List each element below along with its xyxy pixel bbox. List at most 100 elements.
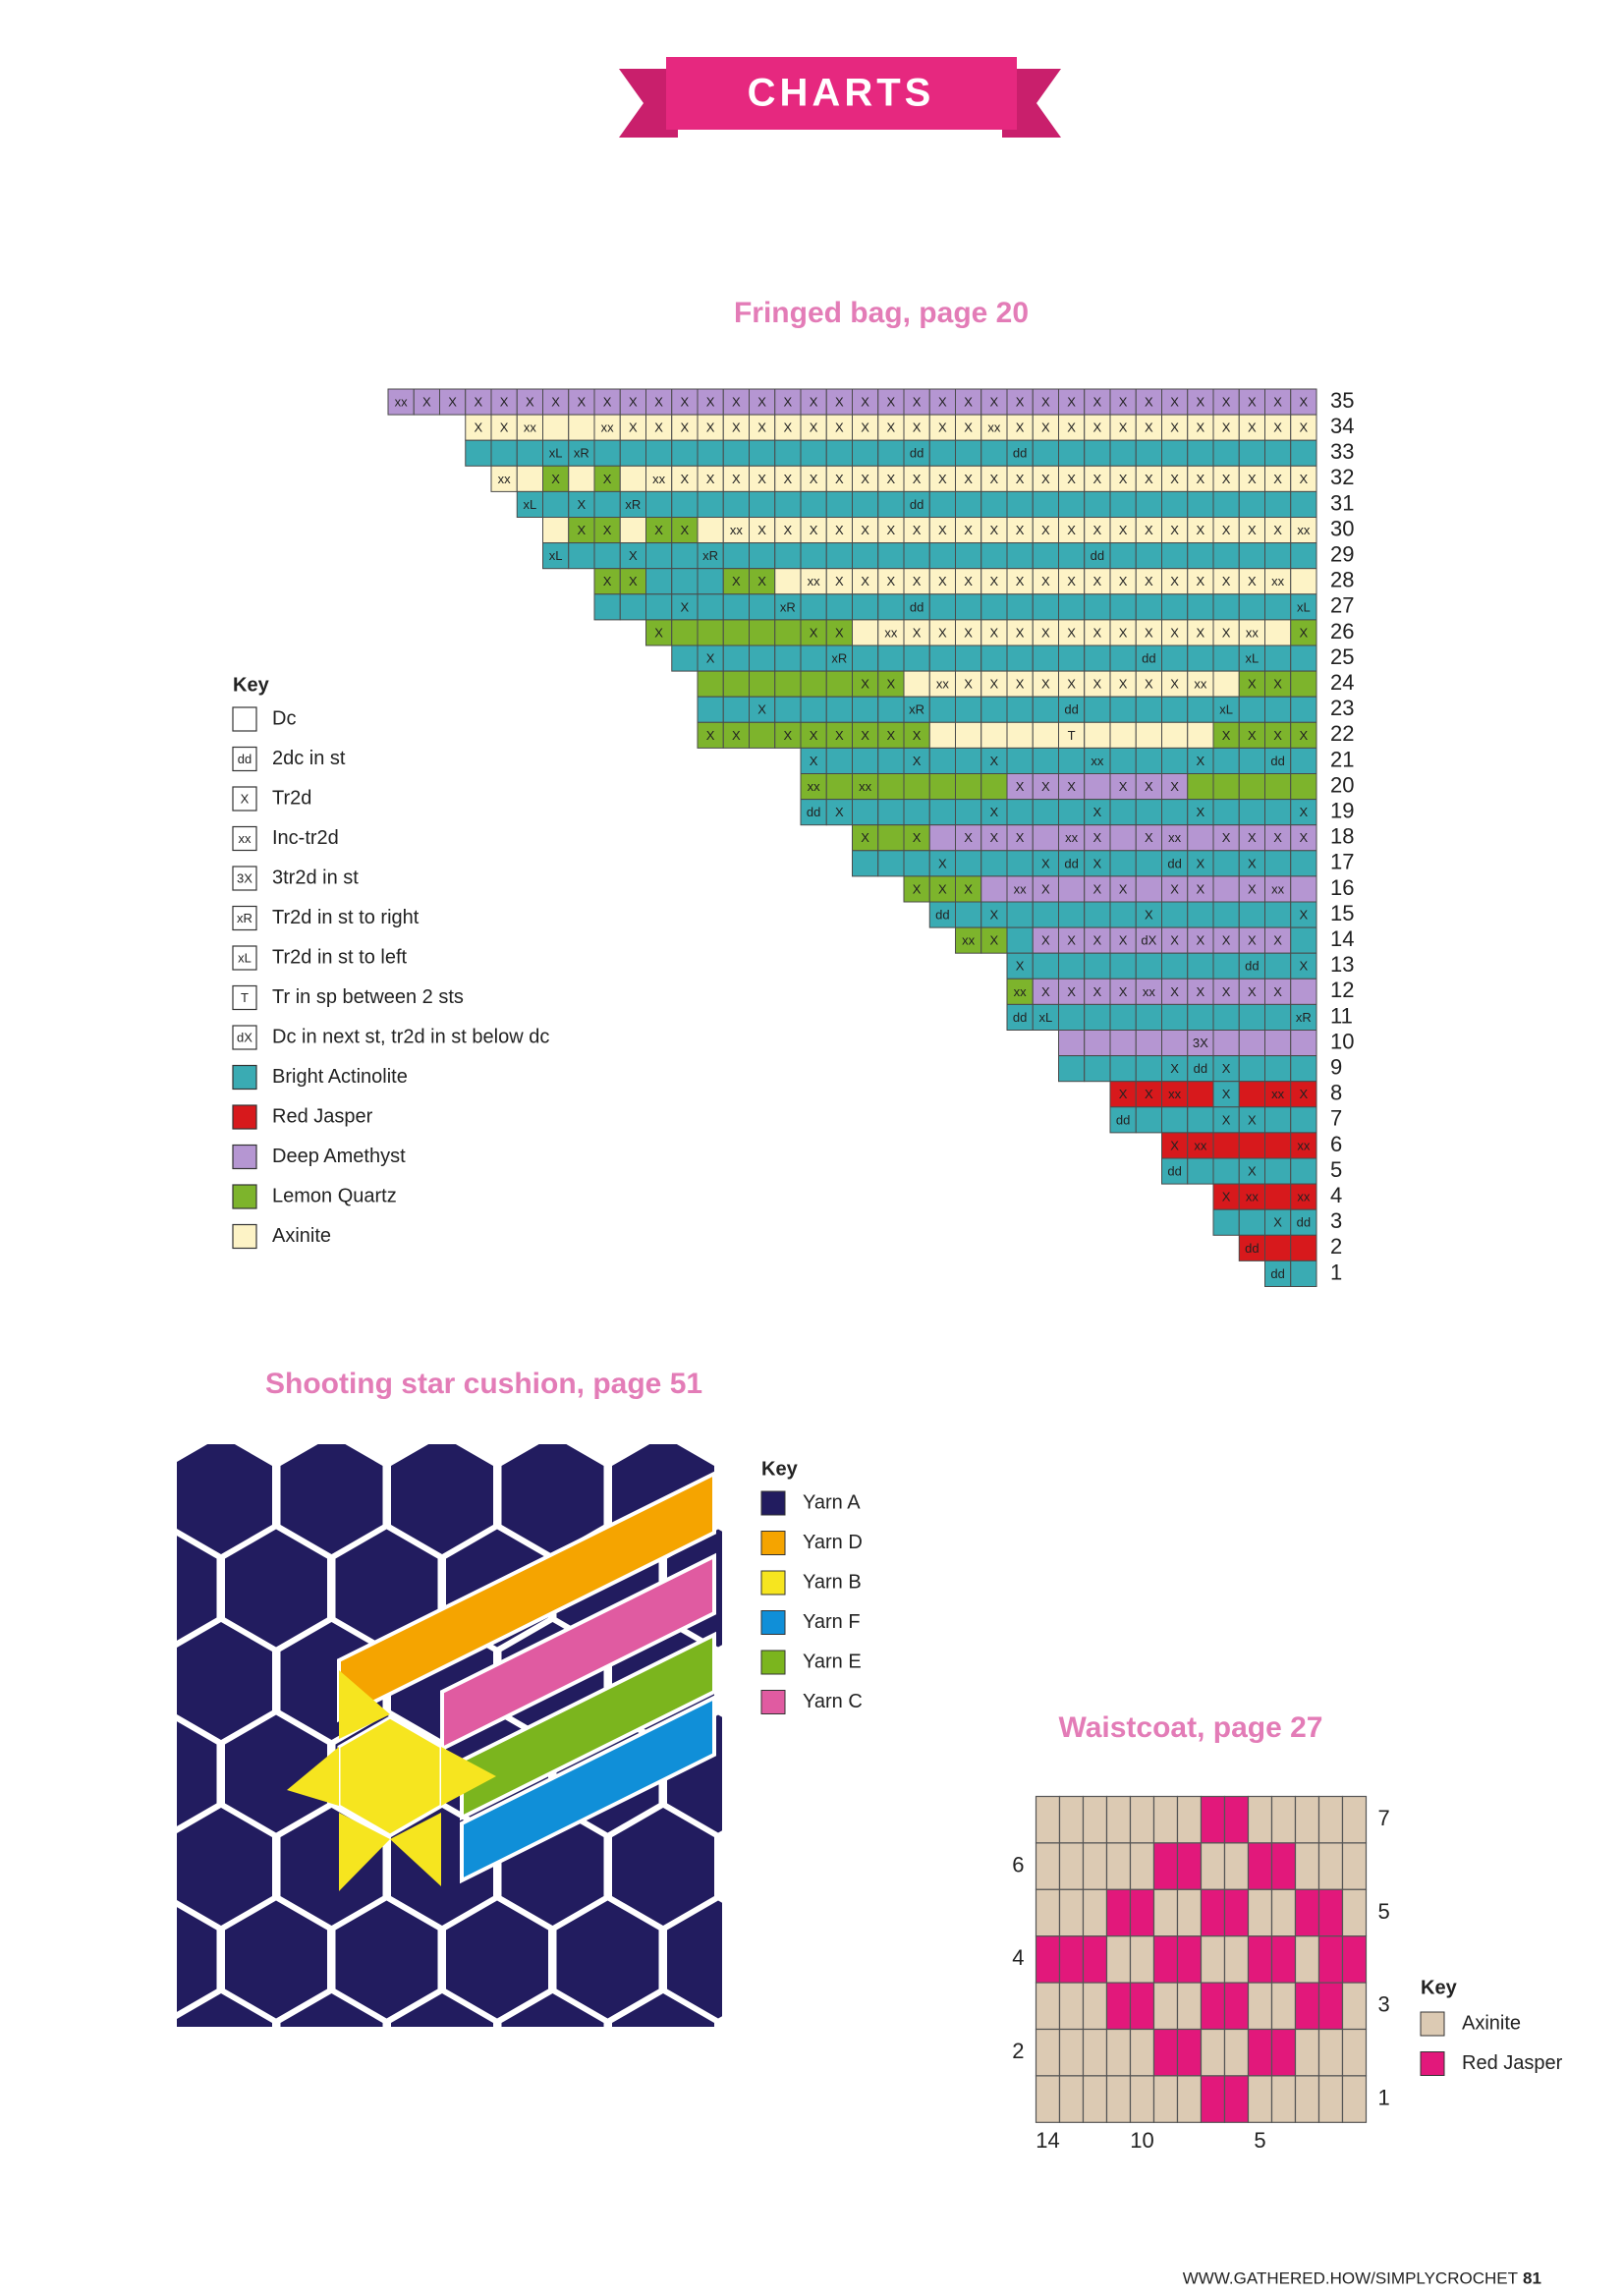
stitch-cell <box>955 439 982 467</box>
stitch-cell <box>1006 414 1034 441</box>
grid-cell <box>1200 1888 1226 1937</box>
stitch-cell <box>1032 926 1059 954</box>
grid-cell <box>1152 1795 1179 1844</box>
stitch-cell <box>955 644 982 672</box>
stitch-symbol: xx <box>884 625 898 640</box>
stitch-symbol: X <box>1248 574 1257 588</box>
stitch-symbol: X <box>1197 420 1205 435</box>
stitch-symbol: X <box>887 574 896 588</box>
stitch-cell <box>1187 696 1214 723</box>
key-symbol: dX <box>237 1030 252 1044</box>
stitch-symbol: X <box>964 881 973 896</box>
stitch-symbol: xx <box>1271 574 1285 588</box>
key-label: Axinite <box>1462 2012 1521 2034</box>
stitch-symbol: X <box>964 677 973 692</box>
stitch-symbol: X <box>1248 728 1257 743</box>
stitch-cell <box>1290 568 1317 595</box>
stitch-symbol: X <box>964 394 973 409</box>
stitch-cell <box>852 696 879 723</box>
grid-cell <box>1058 1795 1085 1844</box>
stitch-cell <box>1187 799 1214 826</box>
stitch-cell <box>1212 875 1240 903</box>
stitch-cell <box>1084 1055 1111 1083</box>
grid-cell <box>1247 1795 1273 1844</box>
stitch-symbol: X <box>1016 830 1025 845</box>
stitch-symbol: X <box>1145 779 1153 794</box>
stitch-cell <box>645 568 673 595</box>
grid-cell <box>1270 1935 1297 1984</box>
key-swatch <box>1420 2011 1445 2037</box>
stitch-cell <box>1058 568 1086 595</box>
stitch-symbol: X <box>1300 907 1309 922</box>
stitch-cell <box>722 721 750 749</box>
row-number: 32 <box>1330 465 1354 489</box>
stitch-symbol: X <box>1119 420 1128 435</box>
stitch-cell <box>980 799 1008 826</box>
grid-cell <box>1176 1795 1203 1844</box>
stitch-cell <box>928 799 956 826</box>
grid-cell <box>1200 1842 1226 1890</box>
stitch-symbol: X <box>681 472 690 486</box>
stitch-symbol: xx <box>1168 830 1182 845</box>
stitch-cell <box>645 542 673 570</box>
stitch-cell <box>1006 799 1034 826</box>
stitch-symbol: X <box>551 394 560 409</box>
stitch-cell <box>1058 1003 1086 1032</box>
grid-cell <box>1035 2028 1061 2077</box>
stitch-symbol: X <box>1248 1112 1257 1127</box>
stitch-symbol: X <box>1093 677 1102 692</box>
stitch-cell <box>490 439 518 467</box>
stitch-cell <box>1109 490 1137 518</box>
stitch-symbol: X <box>1093 523 1102 537</box>
stitch-cell <box>1238 1030 1265 1057</box>
stitch-cell <box>1135 1055 1162 1083</box>
key-swatch <box>232 1144 257 1170</box>
grid-cell <box>1247 1935 1273 1984</box>
stitch-symbol: dd <box>1064 856 1078 870</box>
stitch-cell <box>1290 1081 1317 1108</box>
stitch-symbol: X <box>1222 728 1231 743</box>
stitch-symbol: X <box>1145 394 1153 409</box>
stitch-symbol: X <box>1170 677 1179 692</box>
stitch-cell <box>1212 439 1240 467</box>
stitch-cell <box>722 696 750 723</box>
stitch-cell <box>825 670 853 698</box>
stitch-symbol: X <box>1041 394 1050 409</box>
row-number: 22 <box>1330 721 1354 746</box>
row-number: 31 <box>1330 490 1354 515</box>
stitch-symbol: X <box>551 472 560 486</box>
key-label: Axinite <box>272 1225 331 1247</box>
stitch-cell <box>877 824 905 852</box>
row-label: 2 <box>1012 2039 1024 2063</box>
stitch-symbol: X <box>1041 523 1050 537</box>
grid-cell <box>1129 1888 1155 1937</box>
stitch-symbol: X <box>1222 984 1231 999</box>
stitch-cell <box>697 517 724 544</box>
row-number: 21 <box>1330 747 1354 771</box>
fringed-key: Dc dd 2dc in st X Tr2d xx Inc-tr2d 3X 3tr2d in s… <box>232 706 549 1250</box>
stitch-cell <box>1212 1055 1240 1083</box>
stitch-symbol: X <box>1093 984 1102 999</box>
stitch-cell <box>1135 644 1162 672</box>
stitch-cell <box>1135 542 1162 570</box>
grid-cell <box>1058 1888 1085 1937</box>
stitch-symbol: X <box>938 881 947 896</box>
hexagon <box>177 1993 272 2027</box>
stitch-cell <box>1109 644 1137 672</box>
stitch-cell <box>1161 1106 1189 1134</box>
stitch-cell <box>1032 696 1059 723</box>
stitch-cell <box>774 568 802 595</box>
hexagon <box>60 1808 162 1926</box>
row-label: 4 <box>1012 1945 1024 1970</box>
stitch-cell <box>928 465 956 492</box>
stitch-cell <box>1238 1081 1265 1108</box>
stitch-cell <box>955 773 982 801</box>
stitch-cell <box>1058 926 1086 954</box>
grid-cell <box>1058 1935 1085 1984</box>
stitch-cell <box>1109 721 1137 749</box>
stitch-cell <box>1212 773 1240 801</box>
stitch-symbol: dd <box>910 446 924 461</box>
stitch-cell <box>1161 1157 1189 1185</box>
hexagon <box>335 1900 438 2019</box>
stitch-cell <box>645 593 673 621</box>
